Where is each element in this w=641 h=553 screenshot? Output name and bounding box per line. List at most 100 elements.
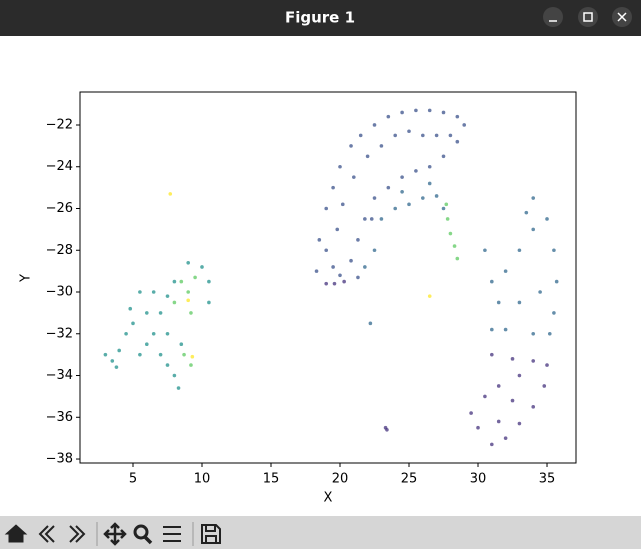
- save-button[interactable]: [201, 524, 221, 544]
- point: [186, 298, 190, 303]
- point: [545, 217, 549, 221]
- y-tick-label: −38: [46, 452, 73, 467]
- point: [393, 133, 398, 138]
- point: [144, 342, 149, 347]
- point: [448, 231, 453, 236]
- point: [386, 114, 391, 119]
- zoom-button[interactable]: [133, 524, 149, 540]
- configure-button[interactable]: [163, 526, 181, 542]
- point: [517, 248, 522, 253]
- point: [352, 175, 356, 179]
- point: [158, 352, 163, 357]
- point: [372, 248, 377, 253]
- point: [363, 217, 367, 221]
- point: [168, 192, 173, 196]
- point: [421, 196, 425, 200]
- point: [372, 123, 377, 127]
- axes: 5 10 15 20 25 30 35 −38 −36 −34 −32 −30 −28 −26 −24 −22: [46, 108, 559, 487]
- point: [165, 331, 170, 336]
- home-button[interactable]: [4, 524, 28, 543]
- y-axis-label: Y: [19, 274, 34, 283]
- point: [531, 331, 536, 336]
- figure: [0, 36, 641, 516]
- point: [182, 352, 186, 357]
- point: [165, 363, 170, 367]
- point: [158, 311, 163, 315]
- point: [368, 321, 373, 326]
- point: [427, 294, 432, 298]
- point: [455, 114, 460, 119]
- point: [434, 133, 439, 138]
- point: [448, 133, 453, 138]
- point: [317, 238, 322, 242]
- point: [400, 175, 404, 179]
- point: [496, 300, 501, 305]
- point: [434, 194, 439, 198]
- point: [190, 354, 195, 359]
- point: [524, 210, 529, 215]
- point: [517, 300, 522, 305]
- point: [349, 258, 353, 263]
- y-tick-label: −36: [46, 410, 73, 425]
- point: [490, 279, 494, 284]
- point: [538, 290, 542, 294]
- point: [452, 244, 457, 248]
- point: [365, 154, 370, 159]
- point: [414, 108, 418, 113]
- window-title: Figure 1: [285, 9, 355, 27]
- x-tick-label: 10: [194, 472, 211, 487]
- point: [503, 436, 508, 440]
- maximize-icon: [583, 12, 593, 22]
- point: [331, 265, 335, 269]
- point: [332, 281, 337, 286]
- x-axis-label: X: [324, 491, 333, 506]
- point: [103, 352, 108, 357]
- point: [124, 331, 128, 336]
- point: [483, 248, 487, 253]
- point: [165, 294, 170, 298]
- point: [503, 327, 508, 332]
- point: [110, 359, 115, 363]
- point: [314, 269, 319, 273]
- point: [421, 133, 425, 138]
- point: [179, 279, 184, 284]
- zoom-handle: [143, 535, 153, 545]
- point: [335, 227, 340, 232]
- point: [172, 279, 177, 284]
- point: [393, 206, 398, 211]
- point: [407, 129, 411, 134]
- point: [476, 425, 480, 430]
- minimize-button[interactable]: [543, 7, 563, 27]
- x-tick-label: 20: [332, 472, 349, 487]
- point: [490, 442, 494, 447]
- y-tick-label: −32: [46, 326, 73, 341]
- point: [138, 352, 142, 357]
- point: [517, 373, 522, 378]
- point: [490, 327, 494, 332]
- point: [114, 365, 119, 369]
- x-tick-label: 5: [129, 472, 137, 487]
- point: [427, 108, 432, 113]
- point: [358, 133, 363, 138]
- point: [151, 290, 156, 294]
- forward-button[interactable]: [69, 525, 86, 543]
- maximize-button[interactable]: [578, 7, 598, 27]
- point: [462, 123, 467, 127]
- point: [117, 348, 121, 353]
- point: [400, 110, 404, 115]
- point: [445, 217, 450, 221]
- point: [531, 359, 536, 363]
- y-tick-label: −24: [46, 159, 73, 174]
- pan-button[interactable]: [103, 522, 127, 546]
- back-button[interactable]: [38, 525, 55, 543]
- point: [483, 394, 487, 399]
- x-tick-label: 25: [401, 472, 418, 487]
- point: [128, 306, 133, 311]
- point: [490, 352, 494, 357]
- point: [407, 202, 411, 207]
- point: [186, 290, 190, 294]
- point: [444, 202, 449, 207]
- point: [386, 185, 391, 190]
- point: [193, 275, 197, 280]
